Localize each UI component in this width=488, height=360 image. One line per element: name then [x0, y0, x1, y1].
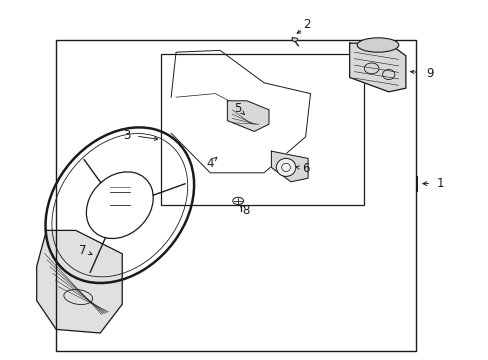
Text: 1: 1 [436, 177, 443, 190]
Ellipse shape [356, 38, 398, 52]
Bar [161, 54, 364, 205]
Text: 2: 2 [303, 18, 310, 31]
Ellipse shape [276, 158, 295, 176]
Text: 3: 3 [123, 129, 131, 141]
Polygon shape [271, 151, 307, 182]
Polygon shape [37, 230, 122, 333]
Text: 5: 5 [234, 102, 242, 115]
Ellipse shape [291, 38, 297, 41]
Bar [56, 40, 415, 351]
Text: 7: 7 [79, 244, 87, 257]
Text: 9: 9 [426, 67, 433, 80]
Text: 4: 4 [206, 157, 214, 170]
Text: 8: 8 [242, 204, 249, 217]
Polygon shape [227, 101, 268, 131]
Polygon shape [349, 43, 405, 92]
Text: 6: 6 [301, 162, 309, 175]
